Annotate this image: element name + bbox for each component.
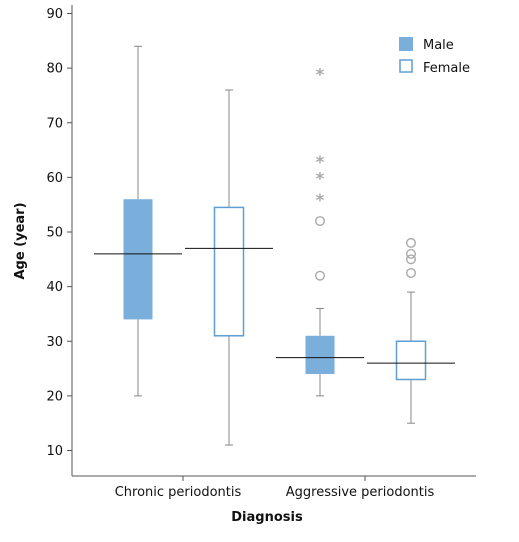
y-tick-label: 80 xyxy=(46,62,63,77)
y-tick-label: 90 xyxy=(46,7,63,22)
legend-label-male: Male xyxy=(423,38,454,53)
axes: 10 20 30 40 50 60 70 80 90 Chronic periodontis Ag… xyxy=(46,5,476,500)
legend: Male Female xyxy=(399,37,470,76)
extreme-asterisk: * xyxy=(316,169,325,189)
outlier-circle xyxy=(406,237,417,248)
y-tick-label: 50 xyxy=(46,226,63,241)
box-female-aggressive xyxy=(367,237,455,424)
x-axis-title: Diagnosis xyxy=(231,510,303,525)
outlier-circle xyxy=(315,270,326,281)
x-ticks: Chronic periodontis Aggressive periodonti… xyxy=(115,476,435,500)
y-tick-label: 30 xyxy=(46,335,63,350)
outlier-circle xyxy=(406,248,417,259)
y-tick-label: 60 xyxy=(46,171,63,186)
box-male-aggressive: **** xyxy=(276,66,364,397)
y-tick-label: 10 xyxy=(46,444,63,459)
y-tick-label: 70 xyxy=(46,116,63,131)
y-tick-label: 40 xyxy=(46,280,63,295)
box-iqr xyxy=(395,340,427,381)
x-tick-label: Chronic periodontis xyxy=(115,485,242,500)
x-tick-label: Aggressive periodontis xyxy=(286,485,435,500)
legend-swatch-male xyxy=(399,37,413,51)
box-male-chronic xyxy=(94,45,182,397)
y-tick-label: 20 xyxy=(46,389,63,404)
outlier-circle xyxy=(315,216,326,227)
legend-swatch-female xyxy=(399,59,413,73)
y-ticks: 10 20 30 40 50 60 70 80 90 xyxy=(46,7,72,459)
outlier-circle xyxy=(406,254,417,265)
extreme-asterisk: * xyxy=(316,66,325,86)
legend-label-female: Female xyxy=(423,61,470,76)
box-iqr xyxy=(123,199,153,320)
box-iqr xyxy=(213,206,245,337)
outlier-circle xyxy=(406,267,417,278)
extreme-asterisk: * xyxy=(316,191,325,211)
box-iqr xyxy=(305,335,335,375)
y-axis-title: Age (year) xyxy=(13,202,28,279)
extreme-asterisk: * xyxy=(316,153,325,173)
box-female-chronic xyxy=(185,89,273,446)
plot-marks: **** xyxy=(94,45,455,446)
